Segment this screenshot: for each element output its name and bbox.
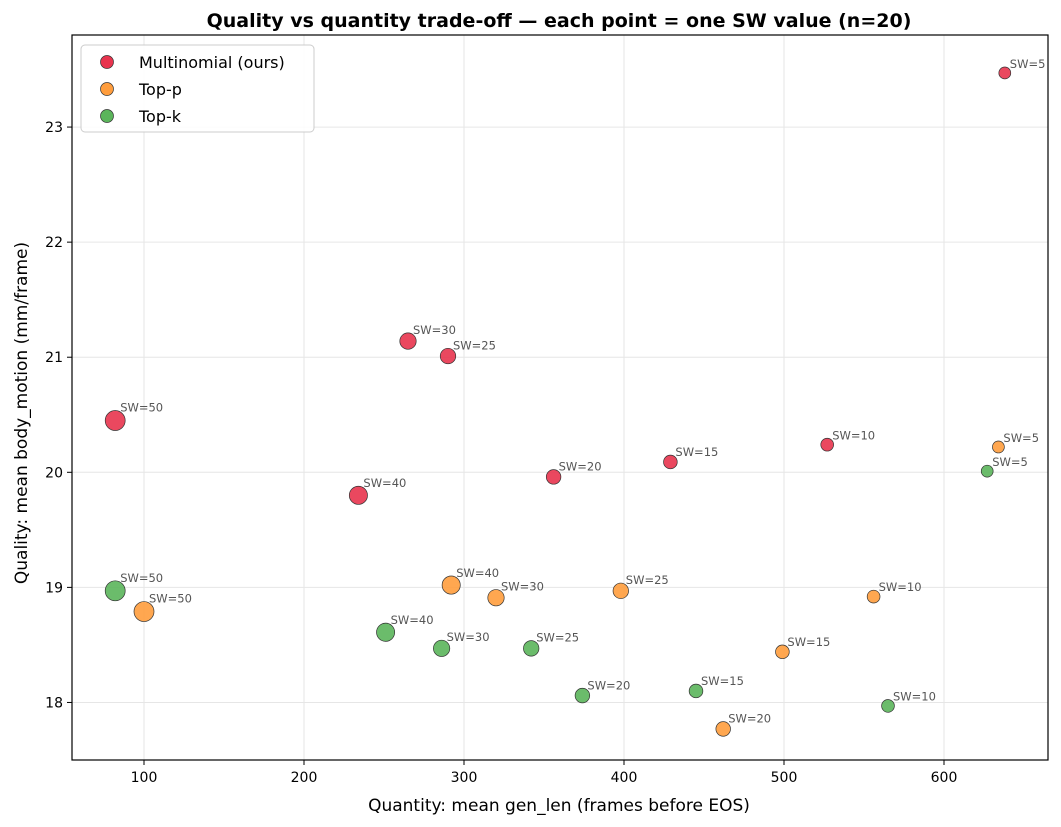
data-point-multinomial-ours <box>545 469 562 485</box>
data-point-top-k <box>688 683 704 699</box>
point-label: SW=40 <box>363 476 406 490</box>
data-point-top-k <box>523 640 540 657</box>
point-label: SW=15 <box>675 445 718 459</box>
point-label: SW=40 <box>456 566 499 580</box>
point-label: SW=50 <box>149 592 192 606</box>
tick-layer: 100 200 300 400 500 600 18 19 20 21 22 23 <box>45 120 957 786</box>
grid-layer <box>72 35 1048 760</box>
data-point-top-p <box>775 644 790 660</box>
legend-marker-top-p <box>100 82 114 96</box>
plot-frame <box>71 34 1049 761</box>
legend-marker-multinomial <box>100 55 114 69</box>
legend-label-top-k: Top-k <box>138 107 182 126</box>
point-label: SW=25 <box>626 573 669 587</box>
x-tick-label: 600 <box>931 770 958 786</box>
x-tick-label: 200 <box>291 770 318 786</box>
x-axis-label: Quantity: mean gen_len (frames before EO… <box>368 796 750 816</box>
data-point-top-k <box>433 639 451 657</box>
data-point-top-k <box>104 580 126 602</box>
point-label: SW=20 <box>728 712 771 726</box>
x-tick-label: 500 <box>771 770 798 786</box>
data-point-top-k <box>574 687 591 704</box>
point-label: SW=25 <box>536 631 579 645</box>
y-tick-label: 21 <box>45 350 63 366</box>
data-point-multinomial-ours <box>104 410 126 431</box>
point-label: SW=5 <box>1003 431 1039 445</box>
point-label: SW=20 <box>559 460 602 474</box>
x-tick-label: 400 <box>611 770 638 786</box>
point-label: SW=30 <box>447 630 490 644</box>
point-label: SW=50 <box>120 571 163 585</box>
data-point-top-k <box>980 464 994 478</box>
point-label: SW=15 <box>787 635 830 649</box>
legend-label-top-p: Top-p <box>138 80 182 99</box>
point-label: SW=5 <box>1010 57 1046 71</box>
data-point-top-k <box>881 699 895 713</box>
legend-box <box>80 44 315 133</box>
chart-title: Quality vs quantity trade-off — each poi… <box>207 10 912 32</box>
legend-marker-top-k <box>100 109 114 123</box>
data-point-multinomial-ours <box>348 485 368 505</box>
point-labels-layer: SW=5SW=10SW=15SW=20SW=25SW=30SW=40SW=50S… <box>120 57 1045 726</box>
y-axis-label: Quality: mean body_motion (mm/frame) <box>12 242 32 584</box>
point-label: SW=10 <box>879 580 922 594</box>
point-label: SW=30 <box>501 580 544 594</box>
point-label: SW=20 <box>587 678 630 692</box>
data-point-top-p <box>133 601 155 622</box>
data-point-multinomial-ours <box>399 332 417 350</box>
data-point-top-p <box>612 582 629 599</box>
y-tick-label: 19 <box>45 580 63 596</box>
point-label: SW=5 <box>992 455 1028 469</box>
x-tick-label: 300 <box>451 770 478 786</box>
data-point-top-p <box>866 589 881 604</box>
points-layer <box>104 66 1012 737</box>
y-tick-label: 22 <box>45 235 63 251</box>
point-label: SW=50 <box>120 401 163 415</box>
y-tick-label: 23 <box>45 120 63 136</box>
data-point-top-k <box>376 622 396 642</box>
point-label: SW=10 <box>832 428 875 442</box>
y-tick-label: 20 <box>45 465 63 481</box>
point-label: SW=25 <box>453 338 496 352</box>
data-point-top-p <box>441 575 461 595</box>
data-point-multinomial-ours <box>439 347 457 365</box>
data-point-top-p <box>715 721 731 737</box>
point-label: SW=10 <box>893 690 936 704</box>
point-label: SW=15 <box>701 674 744 688</box>
data-point-top-p <box>992 440 1005 454</box>
data-point-multinomial-ours <box>663 454 678 470</box>
point-label: SW=40 <box>391 613 434 627</box>
legend-label-multinomial: Multinomial (ours) <box>139 53 285 72</box>
data-point-multinomial-ours <box>998 66 1012 80</box>
data-point-top-p <box>487 589 505 607</box>
legend: Multinomial (ours) Top-p Top-k <box>80 44 315 133</box>
data-point-multinomial-ours <box>820 437 834 452</box>
y-tick-label: 18 <box>45 695 63 711</box>
point-label: SW=30 <box>413 323 456 337</box>
x-tick-label: 100 <box>131 770 158 786</box>
